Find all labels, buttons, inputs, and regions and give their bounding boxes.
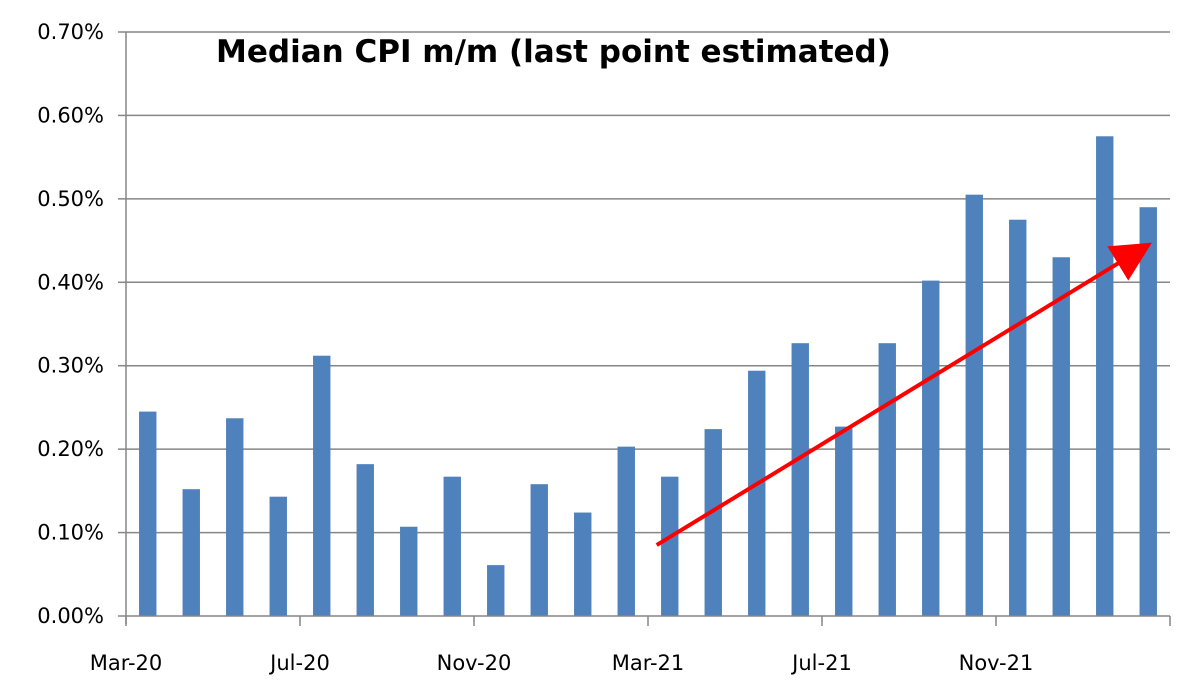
bar-2020-06: [269, 496, 287, 616]
bar-2020-05: [226, 418, 244, 616]
y-tick-label: 0.10%: [37, 521, 104, 545]
gridlines: [126, 31, 1170, 534]
bar-2021-01: [574, 512, 592, 616]
chart-title: Median CPI m/m (last point estimated): [216, 34, 891, 70]
bar-2020-12: [530, 484, 548, 616]
bar-2020-10: [443, 476, 461, 616]
x-tick-label: Jul-20: [268, 651, 330, 675]
y-tick-label: 0.30%: [37, 354, 104, 378]
bar-2021-11: [1009, 219, 1027, 616]
y-tick-label: 0.60%: [37, 103, 104, 127]
bar-2020-11: [487, 565, 505, 616]
bar-2020-04: [182, 489, 200, 616]
y-tick-label: 0.20%: [37, 437, 104, 461]
bar-2021-08: [878, 343, 896, 616]
bar-2021-06: [791, 343, 809, 616]
bar-2020-07: [313, 355, 331, 616]
bar-2021-03: [661, 476, 679, 616]
trend-arrow: [655, 242, 1152, 547]
bars: [139, 136, 1157, 617]
bar-2021-05: [748, 370, 766, 616]
y-tick-label: 0.00%: [37, 604, 104, 628]
bar-2021-07: [835, 426, 853, 616]
x-tick-label: Nov-20: [437, 651, 512, 675]
y-tick-label: 0.40%: [37, 270, 104, 294]
x-tick-label: Mar-20: [90, 651, 163, 675]
x-tick-label: Jul-21: [790, 651, 852, 675]
bar-2021-12: [1052, 257, 1070, 616]
bar-2022-01: [1096, 136, 1114, 617]
bar-2022-02: [1139, 207, 1157, 616]
x-tick-label: Mar-21: [612, 651, 685, 675]
x-tick-label: Nov-21: [959, 651, 1034, 675]
bar-2021-09: [922, 280, 940, 616]
y-tick-labels: 0.00% 0.10% 0.20% 0.30% 0.40% 0.50% 0.60% 0.70%: [37, 20, 104, 628]
bar-2021-02: [617, 446, 635, 616]
y-tick-label: 0.70%: [37, 20, 104, 44]
bar-2020-08: [356, 464, 374, 616]
trend-arrow-line: [655, 242, 1152, 547]
axes: [118, 31, 1171, 626]
x-tick-labels: Mar-20 Jul-20 Nov-20 Mar-21 Jul-21 Nov-21: [90, 651, 1034, 675]
bar-2020-03: [139, 411, 157, 616]
y-tick-label: 0.50%: [37, 187, 104, 211]
bar-2021-04: [704, 429, 722, 616]
bar-2021-10: [965, 194, 983, 616]
bar-2020-09: [400, 526, 418, 616]
